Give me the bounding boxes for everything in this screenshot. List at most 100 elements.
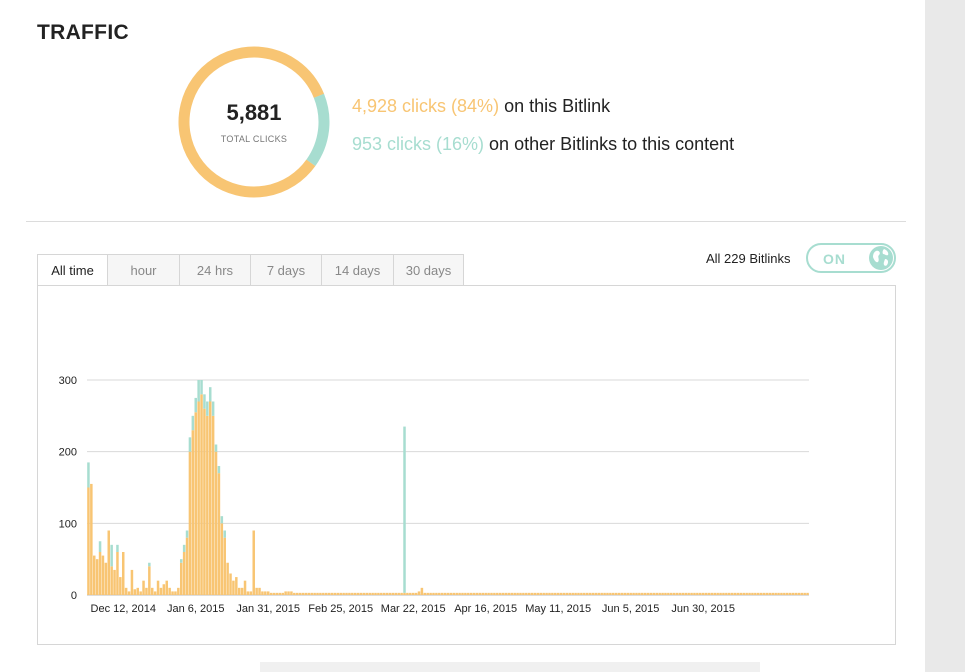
bar-this-bitlink (400, 592, 403, 595)
bar-this-bitlink (371, 592, 374, 595)
bar-this-bitlink (397, 592, 400, 595)
bar-other-bitlinks (185, 530, 189, 538)
tab-30-days[interactable]: 30 days (394, 254, 464, 286)
bar-this-bitlink (174, 591, 177, 595)
tab-7-days[interactable]: 7 days (251, 254, 322, 286)
bar-this-bitlink (295, 592, 299, 595)
bar-this-bitlink (133, 589, 137, 595)
bar-this-bitlink (504, 592, 508, 595)
bar-this-bitlink (748, 592, 751, 595)
bar-this-bitlink (322, 592, 325, 595)
bar-this-bitlink (432, 592, 435, 595)
this-bitlink-clicks: 4,928 clicks (84%) (352, 96, 500, 116)
bar-other-bitlinks (191, 415, 195, 431)
bar-this-bitlink (435, 592, 438, 595)
bar-this-bitlink (423, 592, 427, 595)
x-tick-label: Jun 5, 2015 (602, 603, 660, 615)
tab-24-hrs[interactable]: 24 hrs (180, 254, 251, 286)
bar-this-bitlink (188, 451, 192, 595)
bar-this-bitlink (411, 592, 415, 595)
bar-this-bitlink (153, 591, 157, 595)
bar-this-bitlink (646, 592, 650, 595)
bar-this-bitlink (588, 592, 592, 595)
bar-this-bitlink (759, 592, 763, 595)
bar-this-bitlink (243, 580, 247, 595)
bar-this-bitlink (377, 592, 380, 595)
bar-this-bitlink (554, 592, 557, 595)
bar-this-bitlink (272, 592, 276, 595)
bar-this-bitlink (658, 592, 661, 595)
bar-this-bitlink (609, 592, 612, 595)
clicks-donut-chart (178, 46, 330, 198)
bar-this-bitlink (214, 451, 218, 595)
bar-this-bitlink (98, 552, 102, 595)
bar-this-bitlink (142, 580, 145, 595)
bar-this-bitlink (90, 483, 93, 595)
other-bitlinks-summary: 953 clicks (16%) on other Bitlinks to th… (352, 134, 734, 155)
bar-this-bitlink (159, 587, 163, 595)
y-tick-label: 100 (59, 518, 77, 530)
bar-this-bitlink (101, 555, 105, 595)
bar-this-bitlink (208, 401, 212, 595)
bar-this-bitlink (458, 592, 461, 595)
bar-this-bitlink (742, 592, 746, 595)
bar-this-bitlink (722, 592, 725, 595)
bar-this-bitlink (580, 592, 583, 595)
y-tick-label: 0 (71, 590, 77, 602)
bar-this-bitlink (240, 587, 244, 595)
tab-hour[interactable]: hour (108, 254, 180, 286)
bar-other-bitlinks (87, 462, 90, 488)
bar-this-bitlink (710, 592, 714, 595)
bar-this-bitlink (200, 394, 203, 595)
bar-this-bitlink (261, 591, 264, 595)
bar-this-bitlink (594, 592, 598, 595)
bar-this-bitlink (121, 552, 125, 595)
bar-this-bitlink (754, 592, 757, 595)
bar-this-bitlink (623, 592, 627, 595)
bar-this-bitlink (443, 592, 447, 595)
bar-this-bitlink (559, 592, 563, 595)
bar-this-bitlink (127, 591, 131, 595)
bar-this-bitlink (542, 592, 545, 595)
bar-this-bitlink (287, 591, 290, 595)
bar-this-bitlink (139, 591, 142, 595)
bar-this-bitlink (606, 592, 609, 595)
bar-this-bitlink (150, 587, 154, 595)
bar-this-bitlink (704, 592, 708, 595)
bar-this-bitlink (670, 592, 673, 595)
bar-this-bitlink (684, 592, 688, 595)
bar-this-bitlink (388, 592, 392, 595)
all-bitlinks-label: All 229 Bitlinks (706, 251, 791, 266)
bar-this-bitlink (275, 592, 279, 595)
bar-this-bitlink (420, 587, 424, 595)
bar-this-bitlink (223, 537, 226, 595)
bar-this-bitlink (449, 592, 453, 595)
tab-14-days[interactable]: 14 days (322, 254, 394, 286)
y-tick-label: 300 (59, 375, 77, 387)
bar-this-bitlink (516, 592, 519, 595)
bar-this-bitlink (545, 592, 548, 595)
bar-this-bitlink (194, 412, 197, 595)
page-gutter (925, 0, 965, 672)
bar-this-bitlink (177, 587, 180, 595)
bar-this-bitlink (757, 592, 760, 595)
bar-this-bitlink (649, 592, 653, 595)
bar-this-bitlink (316, 592, 319, 595)
bar-other-bitlinks (208, 387, 212, 402)
all-bitlinks-toggle[interactable]: ON (806, 243, 896, 273)
bar-this-bitlink (365, 592, 369, 595)
donut-other-arc (178, 46, 330, 198)
bar-other-bitlinks (179, 559, 183, 563)
bar-other-bitlinks (206, 401, 209, 416)
bar-this-bitlink (319, 592, 322, 595)
bar-this-bitlink (116, 552, 119, 595)
bar-this-bitlink (87, 487, 90, 595)
bar-this-bitlink (362, 592, 366, 595)
bar-this-bitlink (394, 592, 398, 595)
bar-this-bitlink (406, 592, 409, 595)
bar-this-bitlink (577, 592, 580, 595)
bar-this-bitlink (293, 592, 296, 595)
bar-this-bitlink (156, 580, 160, 595)
bar-this-bitlink (284, 591, 287, 595)
bar-this-bitlink (803, 592, 806, 595)
